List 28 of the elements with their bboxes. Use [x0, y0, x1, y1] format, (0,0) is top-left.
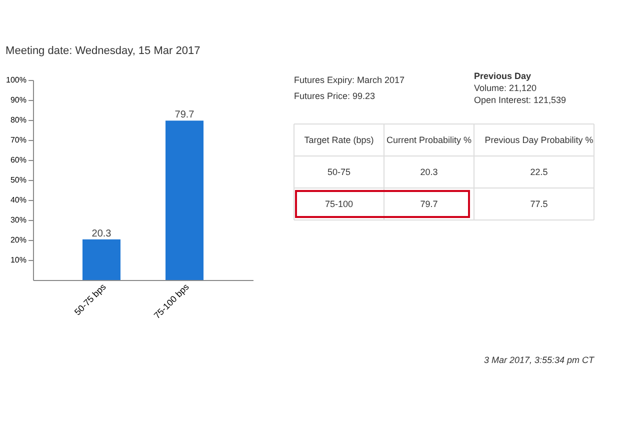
y-tick-label: 70%	[10, 136, 26, 144]
y-tick-label: 40%	[10, 196, 26, 204]
text: Previous Day Probability %	[484, 135, 594, 145]
y-tick-label: 20%	[10, 236, 26, 244]
text: Current Probability %	[386, 135, 472, 145]
text: Volume: 21,120	[474, 83, 537, 93]
y-tick-label: 100%	[6, 76, 26, 84]
y-tick-label: 30%	[10, 216, 26, 224]
y-tick-label: 60%	[10, 156, 26, 164]
y-tick-label: 10%	[10, 256, 26, 264]
text: 77.5	[530, 199, 548, 209]
text: 79.7	[420, 199, 438, 209]
text: 22.5	[530, 167, 548, 177]
y-tick-label: 80%	[10, 116, 26, 124]
text: 3 Mar 2017, 3:55:34 pm CT	[484, 355, 596, 365]
text: 50-75	[327, 167, 351, 177]
data-label: 79.7	[174, 110, 195, 121]
text: Open Interest: 121,539	[474, 95, 566, 105]
data-label: 20.3	[92, 228, 112, 240]
text: Target Rate (bps)	[304, 135, 374, 145]
text: Futures Expiry: March 2017	[294, 75, 405, 85]
y-tick-label: 90%	[10, 96, 26, 104]
text: Previous Day	[474, 71, 532, 81]
y-tick-label: 50%	[10, 176, 26, 184]
text: 75-100	[324, 199, 354, 209]
chart-title: Meeting date: Wednesday, 15 Mar 2017	[6, 45, 200, 57]
text: Futures Price: 99.23	[294, 91, 376, 101]
text: 20.3	[420, 167, 438, 177]
